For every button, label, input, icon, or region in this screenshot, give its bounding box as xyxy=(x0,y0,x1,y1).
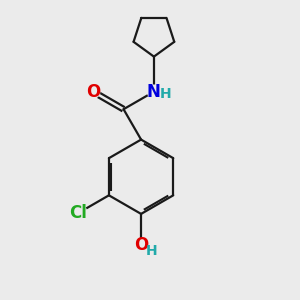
Text: O: O xyxy=(86,83,100,101)
Text: Cl: Cl xyxy=(70,204,88,222)
Text: H: H xyxy=(146,244,157,258)
Text: H: H xyxy=(159,87,171,101)
Circle shape xyxy=(70,205,87,221)
Text: O: O xyxy=(134,236,148,254)
Circle shape xyxy=(147,85,161,98)
Circle shape xyxy=(87,85,100,98)
Text: N: N xyxy=(147,83,161,101)
Circle shape xyxy=(134,239,148,252)
